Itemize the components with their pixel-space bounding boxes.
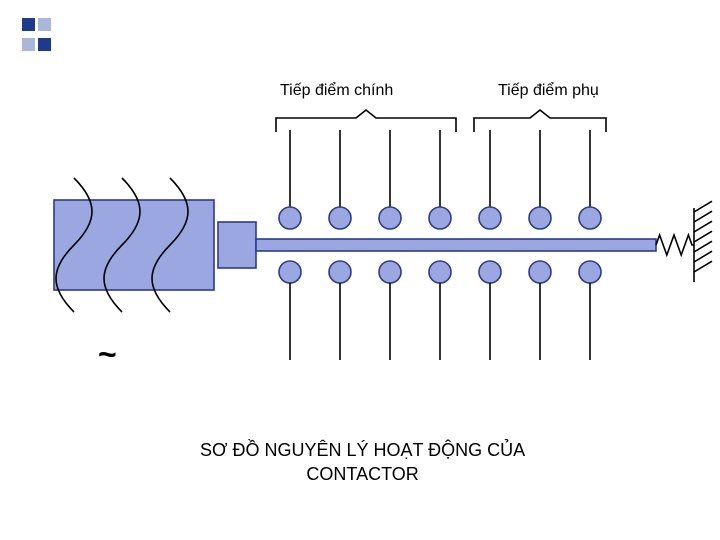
contactor-diagram (0, 0, 720, 540)
